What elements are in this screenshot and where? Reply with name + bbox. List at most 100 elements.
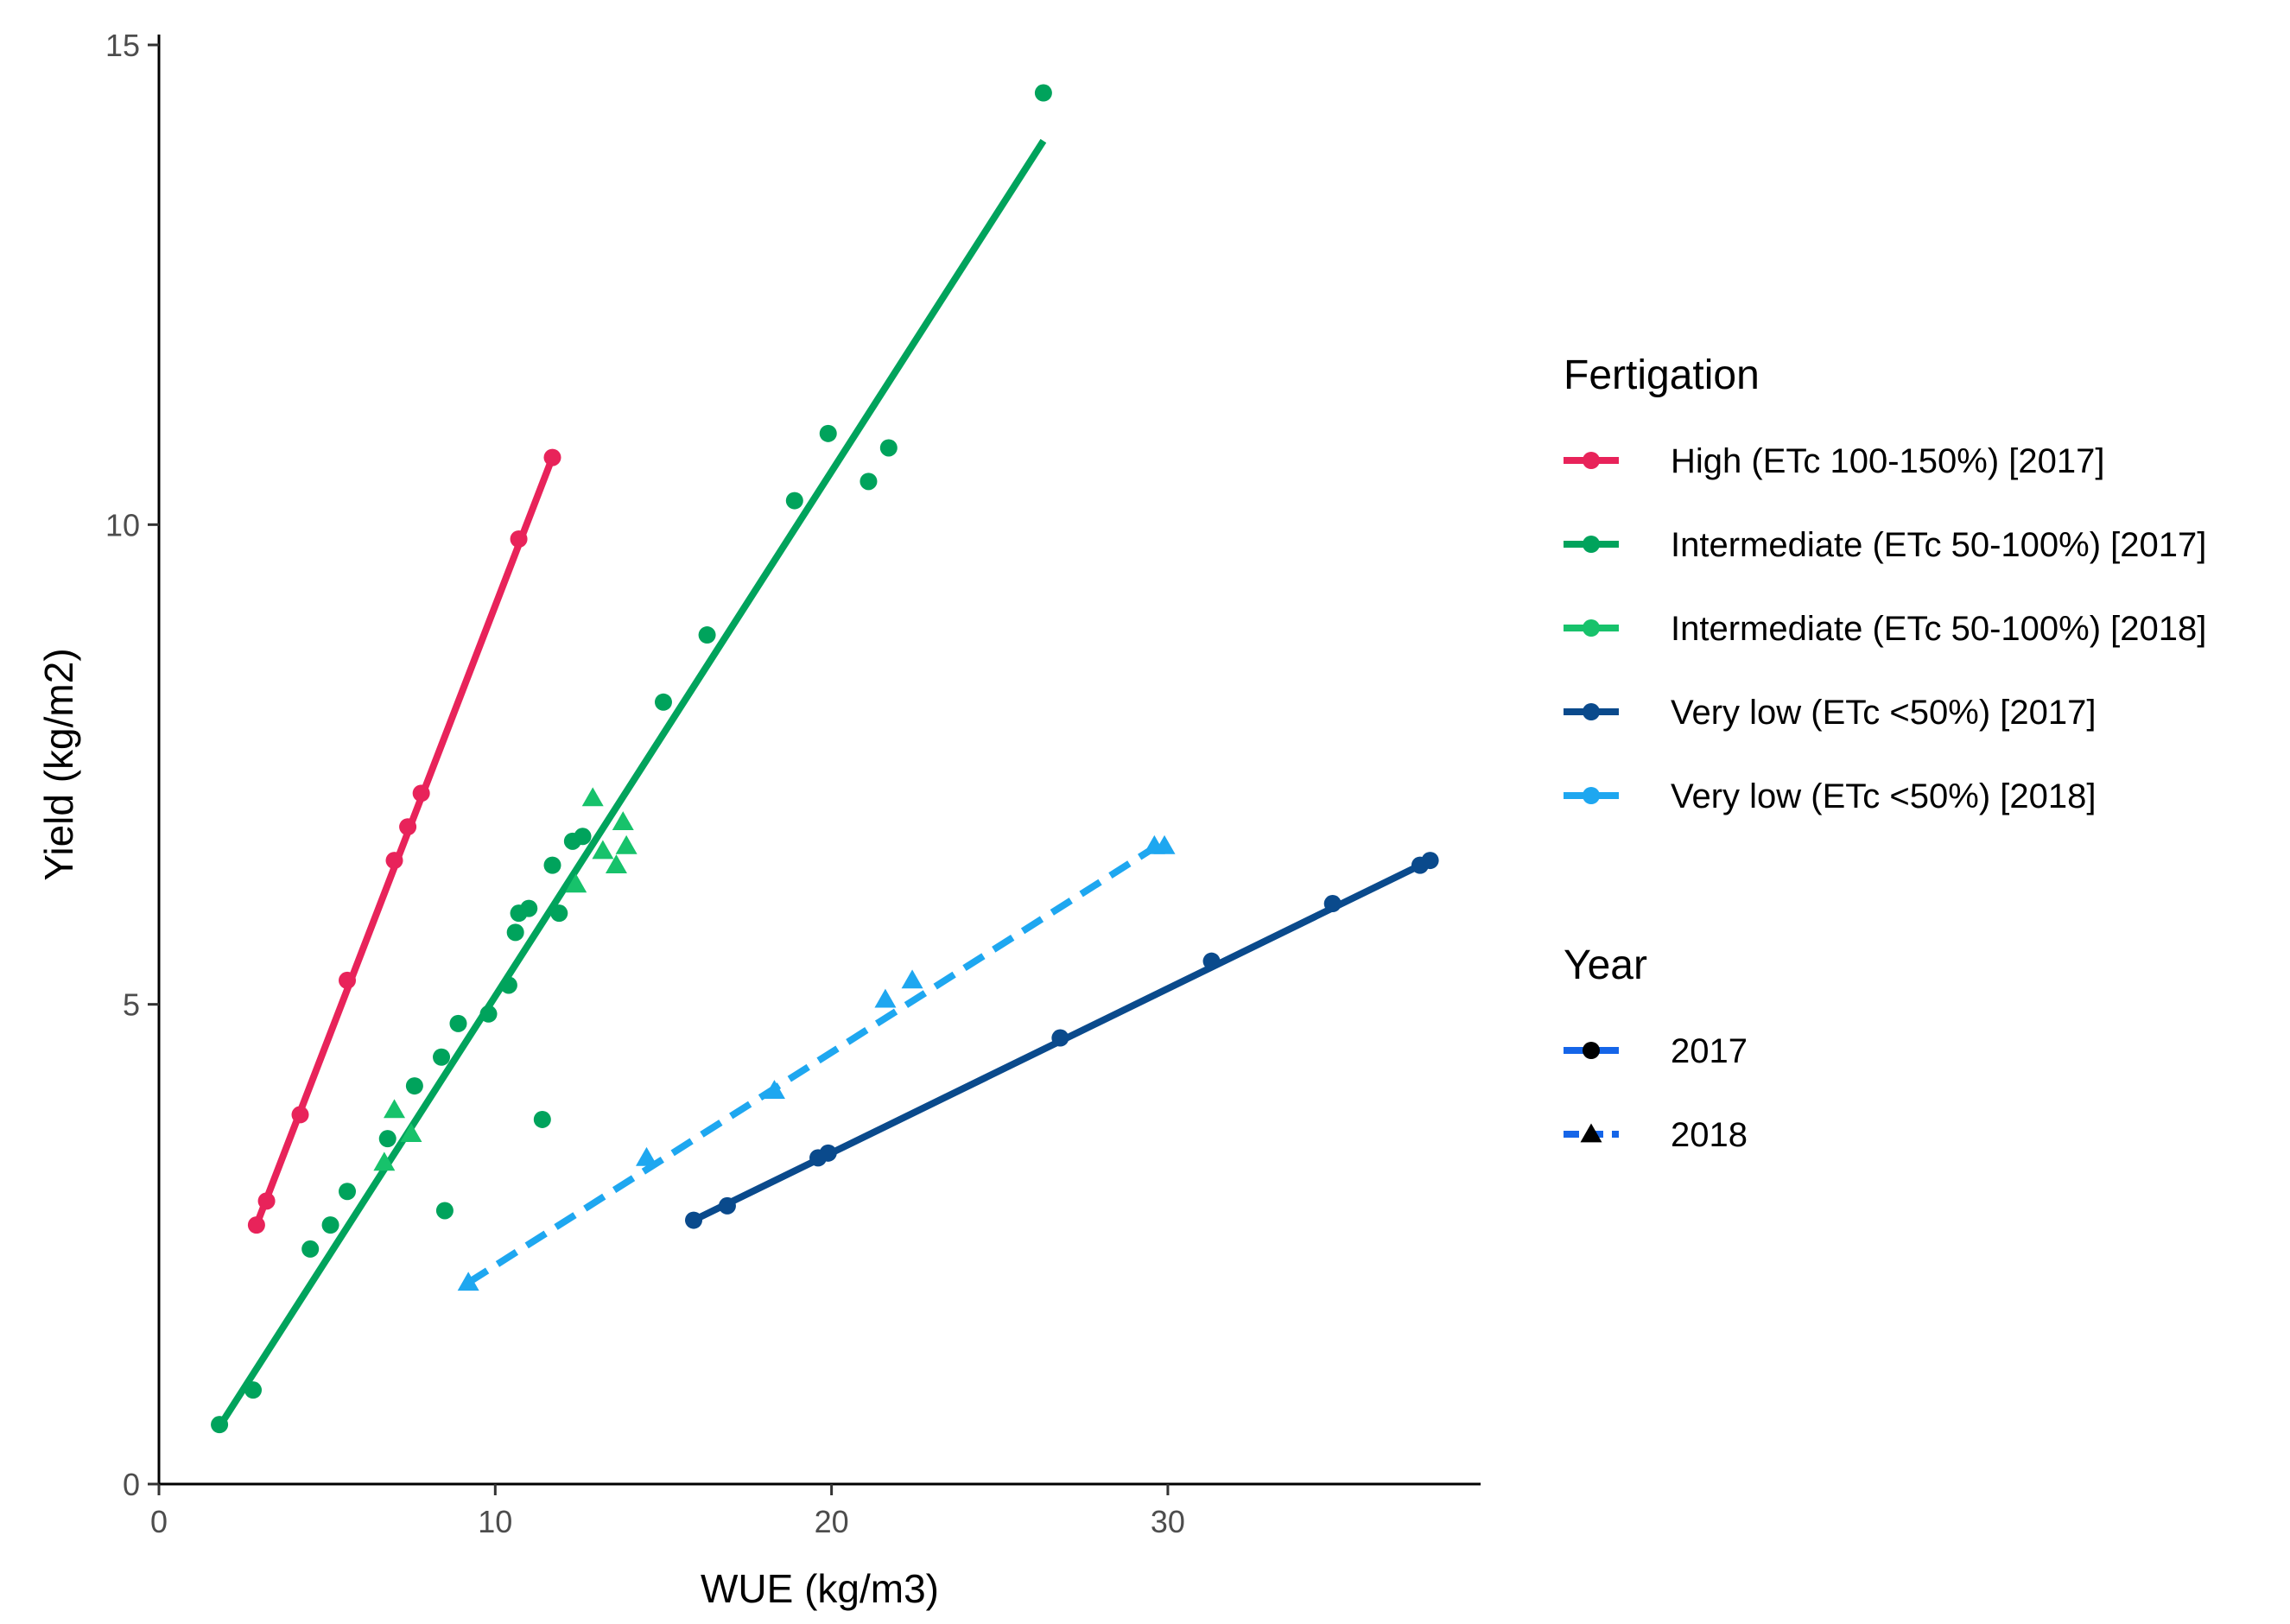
series-2-point-2 <box>400 1123 422 1142</box>
series-2-point-8 <box>615 834 638 854</box>
legend-fertigation-item-3: Very low (ETc <50%) [2017] <box>1564 694 2096 732</box>
series-0-point-6 <box>412 784 430 802</box>
x-axis-title: WUE (kg/m3) <box>701 1566 939 1611</box>
legend-fertigation-item-0: High (ETc 100-150%) [2017] <box>1564 442 2105 480</box>
series-2-point-5 <box>592 840 614 860</box>
series-3-point-3 <box>819 1144 837 1162</box>
series-1-point-23 <box>819 424 837 442</box>
legend-fertigation-label-1: Intermediate (ETc 50-100%) [2017] <box>1671 526 2206 564</box>
series-2-point-1 <box>384 1099 406 1119</box>
series-0-point-8 <box>543 448 561 466</box>
series-4-point-6 <box>1153 834 1176 854</box>
series-1-point-26 <box>1034 84 1052 102</box>
series-2 <box>373 787 638 1171</box>
legend-fertigation-label-3: Very low (ETc <50%) [2017] <box>1671 694 2096 732</box>
series-1-point-15 <box>533 1110 551 1128</box>
series-1-fit-line <box>216 138 1047 1429</box>
legend-fertigation-item-1: Intermediate (ETc 50-100%) [2017] <box>1564 526 2206 564</box>
series-2-point-3 <box>565 873 587 893</box>
series-4-fit-line <box>466 838 1167 1286</box>
series-3 <box>685 852 1439 1229</box>
series-1-point-19 <box>574 828 592 846</box>
series-1-point-12 <box>506 923 524 942</box>
series-3-point-5 <box>1202 952 1221 970</box>
y-tick-label-2: 10 <box>105 507 140 542</box>
series-4 <box>457 834 1176 1291</box>
legend-fertigation-item-4: Very low (ETc <50%) [2018] <box>1564 777 2096 815</box>
series-4-point-4 <box>901 969 923 989</box>
legend: Fertigation High (ETc 100-150%) [2017] Int… <box>1564 352 2206 1154</box>
y-axis-title: Yield (kg/m2) <box>36 648 81 880</box>
legend-year-item-1: 2018 <box>1564 1116 1748 1154</box>
axes: 0 10 20 30 0 5 10 15 WUE (kg/m3) Yield (kg/m2) <box>36 28 1481 1611</box>
series-1-point-21 <box>698 626 716 644</box>
legend-year-label-0: 2017 <box>1671 1032 1748 1070</box>
series-2-point-6 <box>605 854 627 873</box>
series-1-point-6 <box>405 1077 423 1095</box>
series-1-point-25 <box>879 439 898 457</box>
x-tick-label-0: 0 <box>150 1504 168 1539</box>
y-tick-label-0: 0 <box>123 1467 140 1502</box>
series-1-point-24 <box>860 473 878 491</box>
legend-key-marker-1 <box>1583 536 1600 553</box>
series-4-point-2 <box>763 1080 785 1100</box>
y-tick-label-3: 15 <box>105 28 140 63</box>
legend-fertigation-label-2: Intermediate (ETc 50-100%) [2018] <box>1671 610 2206 648</box>
y-tick-label-1: 5 <box>123 987 140 1023</box>
series-1-point-7 <box>433 1048 451 1066</box>
legend-key-marker-4 <box>1583 787 1600 804</box>
series-3-point-6 <box>1323 895 1342 913</box>
series-1-point-20 <box>654 693 672 711</box>
series-1 <box>211 84 1052 1434</box>
legend-year-item-0: 2017 <box>1564 1032 1748 1070</box>
series-2-point-0 <box>373 1151 396 1171</box>
series-1-point-1 <box>244 1381 263 1399</box>
series-0 <box>247 448 561 1234</box>
series-3-point-4 <box>1051 1029 1069 1047</box>
series-0-point-1 <box>257 1192 276 1210</box>
legend-year-key-marker-1 <box>1580 1123 1602 1143</box>
legend-year-label-1: 2018 <box>1671 1116 1748 1154</box>
legend-fertigation-label-4: Very low (ETc <50%) [2018] <box>1671 777 2096 815</box>
series-1-point-11 <box>499 976 517 994</box>
legend-fertigation-item-2: Intermediate (ETc 50-100%) [2018] <box>1564 610 2206 648</box>
legend-fertigation-label-0: High (ETc 100-150%) [2017] <box>1671 442 2105 480</box>
series-2-point-4 <box>581 787 604 807</box>
plot-area <box>211 84 1439 1434</box>
series-0-point-4 <box>385 852 403 870</box>
series-3-point-0 <box>685 1211 703 1229</box>
series-4-point-3 <box>874 988 897 1008</box>
legend-key-marker-3 <box>1583 703 1600 720</box>
series-1-point-5 <box>378 1130 396 1148</box>
series-1-point-16 <box>543 856 561 874</box>
legend-year-title: Year <box>1564 942 1647 988</box>
series-0-point-7 <box>510 530 528 548</box>
series-1-point-10 <box>479 1005 498 1023</box>
legend-key-marker-2 <box>1583 619 1600 637</box>
series-0-point-3 <box>339 971 357 989</box>
series-1-point-22 <box>785 492 803 510</box>
series-3-point-1 <box>718 1196 736 1215</box>
series-4-point-0 <box>457 1272 479 1291</box>
series-4-point-1 <box>636 1146 658 1166</box>
legend-year-key-marker-0 <box>1583 1042 1600 1059</box>
series-1-point-3 <box>321 1216 339 1234</box>
series-1-point-14 <box>520 899 538 917</box>
series-2-point-7 <box>612 811 634 831</box>
series-1-point-4 <box>339 1183 357 1201</box>
series-1-point-9 <box>449 1014 467 1032</box>
x-tick-label-1: 10 <box>478 1504 512 1539</box>
x-tick-label-3: 30 <box>1151 1504 1185 1539</box>
series-0-point-2 <box>291 1106 309 1124</box>
series-1-point-2 <box>301 1240 320 1258</box>
legend-fertigation-title: Fertigation <box>1564 352 1760 398</box>
series-1-point-8 <box>435 1202 454 1220</box>
x-tick-label-2: 20 <box>815 1504 849 1539</box>
legend-key-marker-0 <box>1583 452 1600 469</box>
series-0-point-0 <box>247 1216 265 1234</box>
series-0-fit-line <box>253 456 556 1227</box>
series-1-point-0 <box>211 1416 229 1434</box>
series-3-point-8 <box>1421 852 1439 870</box>
series-0-point-5 <box>399 818 417 836</box>
